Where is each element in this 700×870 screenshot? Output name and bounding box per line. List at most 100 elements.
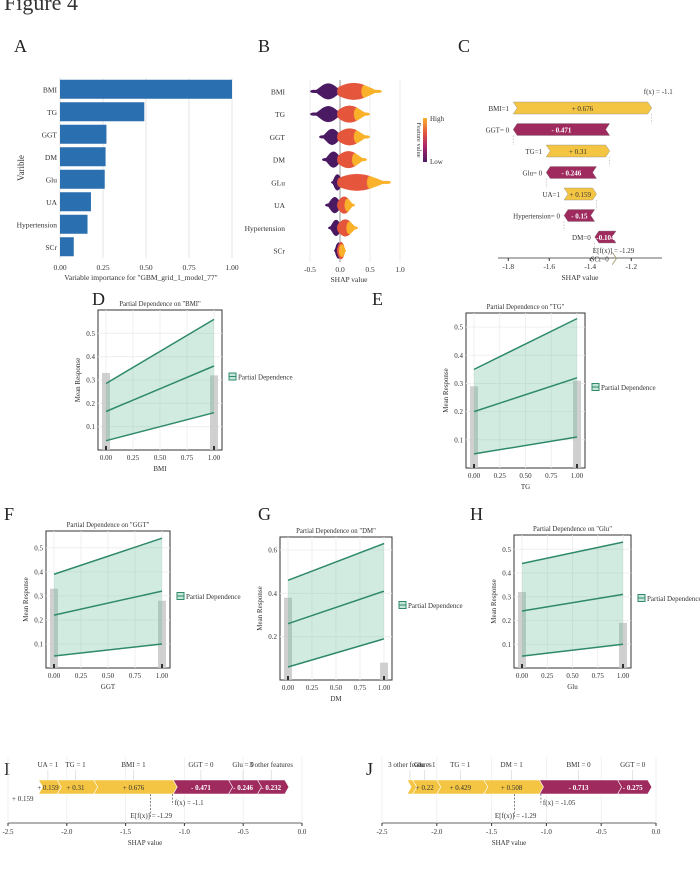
importance-bar — [60, 237, 74, 257]
x-tick-label: 0.75 — [181, 454, 194, 462]
y-tick-label: 0.6 — [268, 547, 277, 555]
x-axis-label: SHAP value — [561, 273, 599, 282]
importance-bar — [60, 147, 106, 167]
force-value: - 0.471 — [191, 784, 211, 792]
colorbar-low-label: Low — [430, 158, 444, 166]
force-feature-label: TG = 1 — [65, 761, 86, 769]
y-tick-label: DM — [273, 156, 285, 165]
shap-point-high — [376, 89, 382, 93]
x-tick-label: 0.0 — [652, 828, 661, 836]
force-value: + 0.429 — [450, 784, 472, 792]
waterfall-feature-label: DM=0 — [572, 234, 591, 242]
y-tick-label: GGT — [270, 133, 286, 142]
shap-point-high — [385, 180, 391, 184]
shap-point-low — [322, 158, 328, 162]
waterfall-feature-label: GGT= 0 — [486, 127, 510, 135]
y-axis-label: Mean Response — [22, 577, 30, 622]
waterfall-feature-label: UA=1 — [542, 191, 560, 199]
waterfall-feature-label: TG=1 — [525, 148, 542, 156]
x-axis-label: GGT — [101, 683, 116, 691]
y-tick-label: TG — [47, 108, 58, 117]
mean-response-line — [287, 590, 385, 625]
x-axis-label: BMI — [153, 465, 167, 473]
panel-label: D — [92, 289, 105, 309]
y-tick-label: BMI — [43, 85, 58, 94]
panel-label: J — [366, 759, 373, 779]
beeswarm-row — [310, 105, 370, 123]
lower-bound-line — [473, 436, 578, 455]
waterfall-bar — [545, 166, 597, 179]
waterfall-feature-label: SCr=0 — [590, 256, 609, 264]
distribution-bar — [284, 597, 292, 680]
force-feature-label: TG = 1 — [450, 761, 471, 769]
importance-bar — [60, 192, 91, 212]
efx-label: E[f(x)] = -1.29 — [131, 812, 173, 820]
force-value-outside: + 0.159 — [12, 795, 34, 803]
force-feature-label: UA = 1 — [38, 761, 59, 769]
x-tick-label: 1.00 — [617, 672, 630, 680]
confidence-band — [106, 319, 214, 441]
y-tick-label: 0.1 — [502, 641, 511, 649]
x-tick-label: -1.6 — [543, 262, 555, 271]
colorbar-high-label: High — [430, 115, 445, 123]
beeswarm-row — [319, 128, 370, 146]
y-tick-label: 0.5 — [454, 324, 463, 332]
force-feature-label: 3 other features — [388, 761, 432, 769]
x-tick-label: 0.75 — [592, 672, 605, 680]
x-tick-label: -1.5 — [486, 828, 498, 836]
y-tick-label: 0.4 — [454, 352, 463, 360]
x-tick-label: 0.25 — [306, 684, 319, 692]
mean-response-line — [53, 590, 163, 616]
x-tick-label: -1.8 — [502, 262, 514, 271]
panel-label: G — [258, 504, 271, 524]
force-value: + 0.676 — [123, 784, 145, 792]
panel-label: C — [458, 36, 470, 56]
waterfall-value: + 0.159 — [570, 191, 592, 199]
y-tick-label: 0.3 — [34, 592, 43, 600]
y-tick-label: 0.5 — [86, 330, 95, 338]
mean-response-line — [105, 365, 215, 413]
importance-bar — [60, 214, 88, 234]
y-tick-label: 0.3 — [454, 380, 463, 388]
x-axis-label: Variable importance for "GBM_grid_1_mode… — [64, 273, 217, 282]
y-tick-label: GLu — [271, 178, 285, 187]
x-tick-label: -2.5 — [376, 828, 388, 836]
waterfall-bar — [512, 123, 611, 136]
y-tick-label: 0.2 — [454, 408, 463, 416]
waterfall-value: + 0.31 — [569, 148, 587, 156]
y-axis-label: Varible — [16, 155, 26, 181]
waterfall-value: + 0.676 — [572, 105, 594, 113]
x-tick-label: 1.00 — [225, 263, 238, 272]
colorbar — [423, 118, 427, 162]
x-tick-label: -2.0 — [431, 828, 443, 836]
x-tick-label: 0.75 — [354, 684, 367, 692]
y-tick-label: Hypertension — [17, 220, 58, 229]
shap-point-high — [352, 226, 358, 230]
y-axis-label: Mean Response — [256, 586, 264, 631]
force-feature-label: BMI = 0 — [566, 761, 591, 769]
panel-label: E — [372, 289, 383, 309]
y-tick-label: 0.1 — [454, 436, 463, 444]
shap-point-high — [361, 158, 367, 162]
force-feature-label: GGT = 0 — [188, 761, 214, 769]
y-axis-label: Mean Response — [490, 579, 498, 624]
x-tick-label: 0.00 — [516, 672, 529, 680]
distribution-bar — [573, 380, 581, 468]
beeswarm-row — [325, 196, 355, 214]
x-tick-label: 0.00 — [48, 672, 61, 680]
shap-point-low — [328, 226, 334, 230]
distribution-bar — [380, 662, 388, 680]
upper-bound-line — [53, 537, 163, 575]
importance-bar — [60, 102, 145, 122]
fx-label: f(x) = -1.1 — [175, 799, 205, 807]
shap-point-high — [364, 112, 370, 116]
y-tick-label: Glu — [46, 175, 58, 184]
panel-title: Partial Dependence on "BMI" — [119, 301, 201, 308]
y-tick-label: 0.3 — [86, 377, 95, 385]
x-tick-label: 0.25 — [96, 263, 109, 272]
x-tick-label: 1.0 — [395, 265, 405, 274]
legend-label: Partial Dependence — [238, 374, 293, 382]
force-feature-label: Glu = 0 — [232, 761, 254, 769]
x-tick-label: -2.0 — [61, 828, 73, 836]
